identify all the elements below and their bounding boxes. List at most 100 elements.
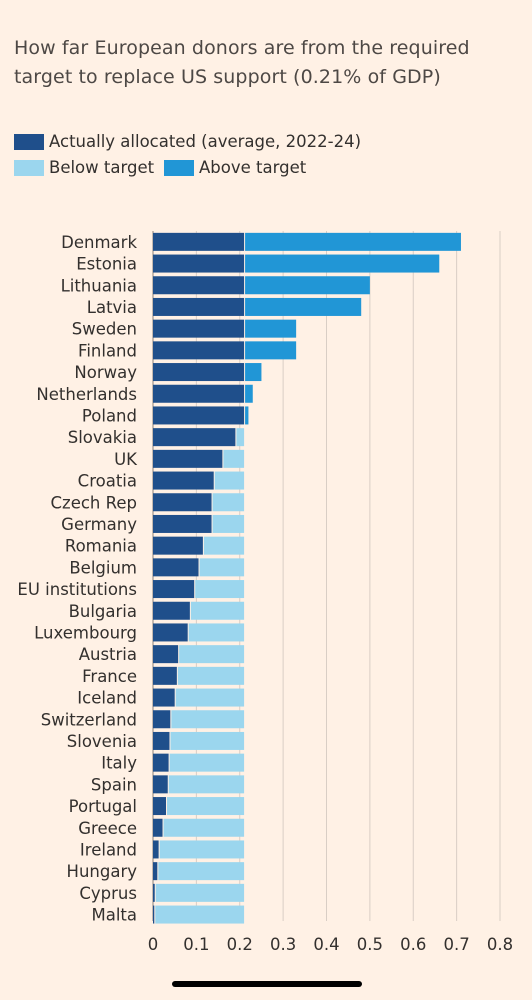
bar-below-target [171, 710, 245, 729]
bar-below-target [214, 471, 245, 490]
legend-swatch-below [14, 159, 44, 176]
bar-allocated [153, 276, 245, 295]
bar-allocated [153, 341, 245, 360]
category-label: Portugal [69, 797, 137, 816]
category-label: Iceland [77, 689, 137, 708]
category-label: Latvia [87, 298, 137, 317]
category-label: Romania [65, 537, 137, 556]
bar-allocated [153, 775, 168, 794]
bar-below-target [169, 753, 245, 772]
legend-label-above: Above target [199, 158, 307, 177]
bar-allocated [153, 232, 245, 251]
bar-allocated [153, 688, 175, 707]
bar-allocated [153, 666, 177, 685]
x-tick-label: 0 [148, 935, 159, 954]
category-label: Poland [82, 406, 137, 425]
category-label: Ireland [80, 840, 137, 859]
bar-allocated [153, 645, 179, 664]
legend-label-below: Below target [49, 158, 155, 177]
category-label: Greece [78, 819, 137, 838]
x-tick-label: 0.3 [270, 935, 296, 954]
bar-allocated [153, 731, 170, 750]
legend-item-allocated: Actually allocated (average, 2022-24) [14, 132, 361, 151]
bar-allocated [153, 471, 214, 490]
category-label: Slovenia [67, 732, 137, 751]
bar-above-target [245, 254, 440, 273]
x-tick-label: 0.2 [227, 935, 253, 954]
bar-allocated [153, 449, 223, 468]
bar-allocated [153, 514, 212, 533]
bar-below-target [203, 536, 245, 555]
bar-above-target [245, 297, 362, 316]
bar-allocated [153, 536, 203, 555]
legend-item-below: Below target [14, 158, 154, 177]
bar-allocated [153, 601, 190, 620]
bar-above-target [245, 384, 253, 403]
category-label: Malta [91, 906, 137, 925]
x-tick-label: 0.4 [313, 935, 339, 954]
bar-below-target [190, 601, 245, 620]
bar-allocated [153, 862, 158, 881]
bar-allocated [153, 710, 171, 729]
category-label: Finland [78, 341, 137, 360]
bar-below-target [179, 645, 245, 664]
bar-below-target [163, 818, 245, 837]
bar-below-target [175, 688, 245, 707]
bar-below-target [158, 862, 245, 881]
bar-below-target [168, 775, 245, 794]
bar-below-target [212, 514, 245, 533]
category-label: Denmark [61, 233, 137, 252]
bar-allocated [153, 883, 155, 902]
chart-title: How far European donors are from the req… [14, 37, 470, 88]
legend-label-allocated: Actually allocated (average, 2022-24) [49, 132, 362, 151]
x-tick-label: 0.1 [183, 935, 209, 954]
category-label: Netherlands [36, 385, 137, 404]
legend-swatch-above [164, 159, 194, 176]
category-label: Norway [74, 363, 137, 382]
bar-allocated [153, 623, 188, 642]
bar-allocated [153, 493, 212, 512]
category-label: Sweden [72, 320, 137, 339]
home-indicator [172, 981, 362, 987]
category-label: Slovakia [68, 428, 137, 447]
bar-below-target [188, 623, 245, 642]
bar-below-target [236, 428, 245, 447]
bar-below-target [167, 797, 245, 816]
category-label: Hungary [67, 862, 138, 881]
bar-allocated [153, 818, 163, 837]
bar-allocated [153, 840, 159, 859]
bar-allocated [153, 254, 245, 273]
bar-allocated [153, 406, 245, 425]
bar-below-target [170, 731, 245, 750]
legend-item-above: Above target [164, 158, 306, 177]
bar-below-target [155, 905, 245, 924]
bar-below-target [159, 840, 245, 859]
category-label: Germany [61, 515, 137, 534]
category-label: Czech Rep [51, 493, 137, 512]
bar-below-target [223, 449, 245, 468]
bar-below-target [212, 493, 245, 512]
bar-below-target [155, 883, 245, 902]
bar-below-target [199, 558, 245, 577]
bar-allocated [153, 297, 245, 316]
category-label: Estonia [76, 255, 137, 274]
bar-above-target [245, 341, 297, 360]
x-tick-label: 0.7 [444, 935, 470, 954]
bar-allocated [153, 384, 245, 403]
bar-above-target [245, 319, 297, 338]
category-label: Bulgaria [69, 602, 137, 621]
category-label: Luxembourg [34, 623, 137, 642]
category-label: Belgium [69, 558, 137, 577]
category-label: Italy [101, 754, 137, 773]
category-label: Spain [91, 775, 137, 794]
bar-below-target [195, 580, 245, 599]
bar-above-target [245, 406, 249, 425]
bar-above-target [245, 276, 370, 295]
bar-allocated [153, 753, 169, 772]
category-label: Lithuania [61, 276, 137, 295]
category-label: France [82, 667, 137, 686]
bar-allocated [153, 905, 155, 924]
x-tick-label: 0.8 [487, 935, 513, 954]
bar-below-target [177, 666, 245, 685]
bar-allocated [153, 319, 245, 338]
